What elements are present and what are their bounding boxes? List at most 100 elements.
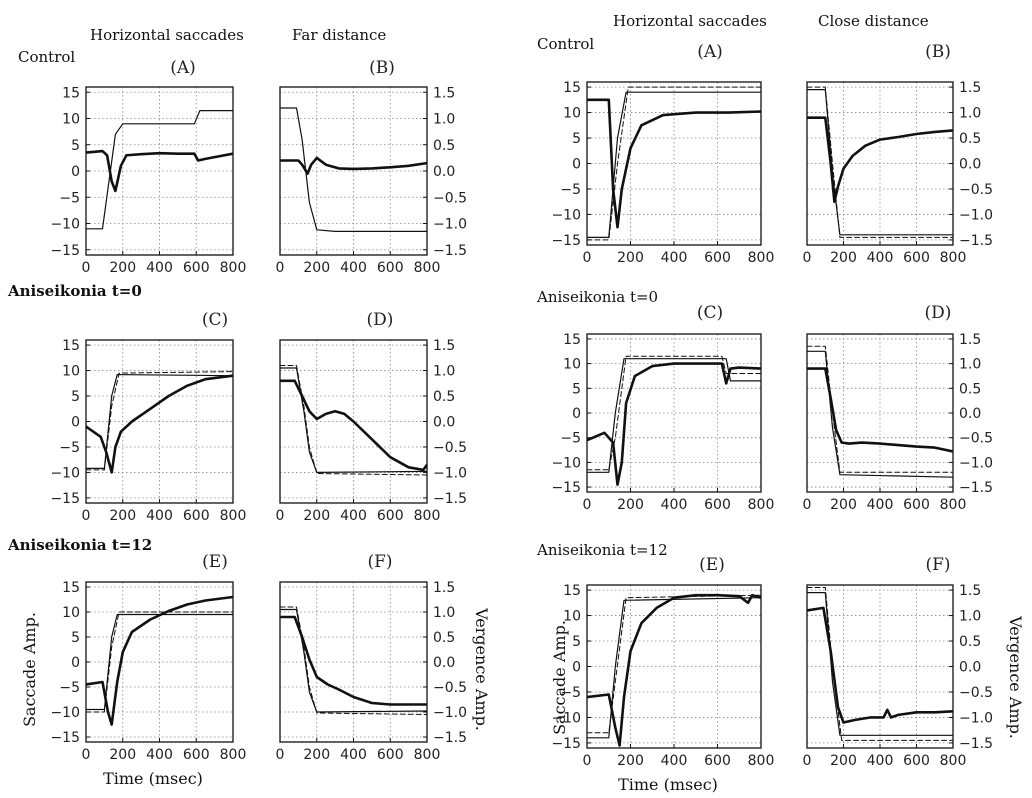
x-tick-label: 400	[146, 260, 173, 276]
x-tick-label: 0	[583, 497, 592, 513]
x-tick-label: 400	[340, 260, 367, 276]
x-tick-label: 800	[220, 508, 247, 524]
y-tick-label: 10	[62, 605, 80, 621]
time-axis-label-left: Time (msec)	[103, 769, 203, 788]
y-tick-label: −0.5	[433, 680, 467, 696]
x-tick-label: 600	[903, 497, 930, 513]
x-tick-label: 800	[414, 508, 441, 524]
series-dashed-line	[86, 611, 233, 713]
y-tick-label: 15	[62, 580, 80, 596]
x-tick-label: 400	[867, 250, 894, 266]
panel-label-r-f: (F)	[925, 555, 950, 575]
y-tick-label: −1.5	[959, 736, 993, 752]
panel-label-r-d: (D)	[925, 303, 952, 323]
y-tick-label: −10	[551, 455, 581, 471]
series-thick-line	[86, 374, 233, 474]
panel-label-l-f: (F)	[367, 552, 392, 572]
y-tick-label: −1.5	[433, 730, 467, 746]
y-tick-label: 5	[71, 138, 80, 154]
panel-label-r-e: (E)	[699, 555, 725, 575]
series-thin-line	[280, 107, 427, 232]
x-tick-label: 800	[748, 250, 775, 266]
series-thick-line	[280, 156, 427, 175]
y-tick-label: −15	[50, 243, 80, 259]
panel-label-r-a: (A)	[697, 42, 723, 62]
y-tick-label: 1.0	[433, 112, 455, 128]
panel-label-l-c: (C)	[202, 310, 228, 330]
y-tick-label: 10	[62, 364, 80, 380]
y-tick-label: −5	[560, 431, 581, 447]
x-tick-label: 0	[583, 250, 592, 266]
y-tick-label: 5	[572, 381, 581, 397]
series-thick-line	[280, 615, 427, 706]
series-thick-line	[587, 593, 761, 747]
x-tick-label: 800	[940, 753, 967, 769]
x-tick-label: 600	[704, 753, 731, 769]
x-tick-label: 800	[220, 260, 247, 276]
x-tick-label: 800	[414, 260, 441, 276]
x-tick-label: 600	[377, 260, 404, 276]
panel-r-a: 0 200 400 600 800 15 10 5 0 −5 −10 −15 (A)	[551, 42, 774, 266]
row-label-aniseikonia-t12-left: Aniseikonia t=12	[8, 536, 153, 554]
x-tick-label: 0	[803, 753, 812, 769]
x-tick-label: 0	[82, 508, 91, 524]
x-tick-label: 400	[146, 508, 173, 524]
y-tick-label: −1.0	[433, 465, 467, 481]
x-tick-label: 200	[830, 250, 857, 266]
y-tick-label: 0	[71, 655, 80, 671]
y-tick-label: 1.0	[959, 106, 981, 122]
y-tick-label: 0.5	[433, 389, 455, 405]
y-tick-label: −10	[50, 705, 80, 721]
panel-label-l-b: (B)	[369, 58, 395, 78]
x-tick-label: 400	[661, 753, 688, 769]
series-dashed-line	[807, 86, 953, 238]
y-tick-label: −5	[59, 190, 80, 206]
y-tick-label: 10	[563, 609, 581, 625]
y-tick-label: −0.5	[959, 685, 993, 701]
series-thick-line	[807, 606, 953, 724]
panel-label-l-e: (E)	[202, 552, 228, 572]
x-tick-label: 800	[940, 250, 967, 266]
y-tick-label: 0.0	[433, 415, 455, 431]
series-thin-line	[86, 374, 233, 469]
y-tick-label: 1.5	[433, 85, 455, 101]
y-tick-label: 5	[572, 131, 581, 147]
y-tick-label: 0	[572, 660, 581, 676]
x-tick-label: 200	[617, 250, 644, 266]
y-tick-label: 0.5	[433, 630, 455, 646]
series-dashed-line	[807, 345, 953, 473]
x-tick-label: 400	[340, 747, 367, 763]
y-tick-label: 0	[572, 406, 581, 422]
x-tick-label: 0	[82, 260, 91, 276]
y-tick-label: −10	[551, 207, 581, 223]
series-thick-line	[86, 149, 233, 193]
y-tick-label: 5	[71, 630, 80, 646]
x-tick-label: 0	[276, 747, 285, 763]
panel-r-b: 0 200 400 600 800 1.5 1.0 0.5 0.0 −0.5 −1.0 −1.5 (B)	[803, 42, 993, 266]
y-tick-label: −1.5	[433, 491, 467, 507]
y-tick-label: −15	[551, 736, 581, 752]
y-tick-label: 0.5	[433, 138, 455, 154]
x-tick-label: 600	[704, 497, 731, 513]
y-tick-label: −5	[59, 680, 80, 696]
y-tick-label: −5	[560, 182, 581, 198]
y-tick-label: 10	[62, 112, 80, 128]
x-tick-label: 400	[661, 250, 688, 266]
y-tick-label: −10	[50, 217, 80, 233]
x-tick-label: 200	[617, 497, 644, 513]
y-tick-label: 1.5	[959, 583, 981, 599]
row-label-control-left: Control	[18, 48, 76, 66]
x-tick-label: 400	[340, 508, 367, 524]
y-tick-label: 0.0	[959, 406, 981, 422]
series-thin-line	[807, 591, 953, 736]
x-tick-label: 600	[377, 508, 404, 524]
x-tick-label: 600	[183, 747, 210, 763]
x-tick-label: 600	[903, 753, 930, 769]
x-tick-label: 200	[830, 497, 857, 513]
series-dashed-line	[86, 371, 233, 471]
y-tick-label: 0	[572, 157, 581, 173]
x-tick-label: 0	[583, 753, 592, 769]
header-right-distance: Close distance	[818, 12, 929, 30]
y-tick-label: 1.0	[959, 609, 981, 625]
header-right-saccades: Horizontal saccades	[613, 12, 767, 30]
